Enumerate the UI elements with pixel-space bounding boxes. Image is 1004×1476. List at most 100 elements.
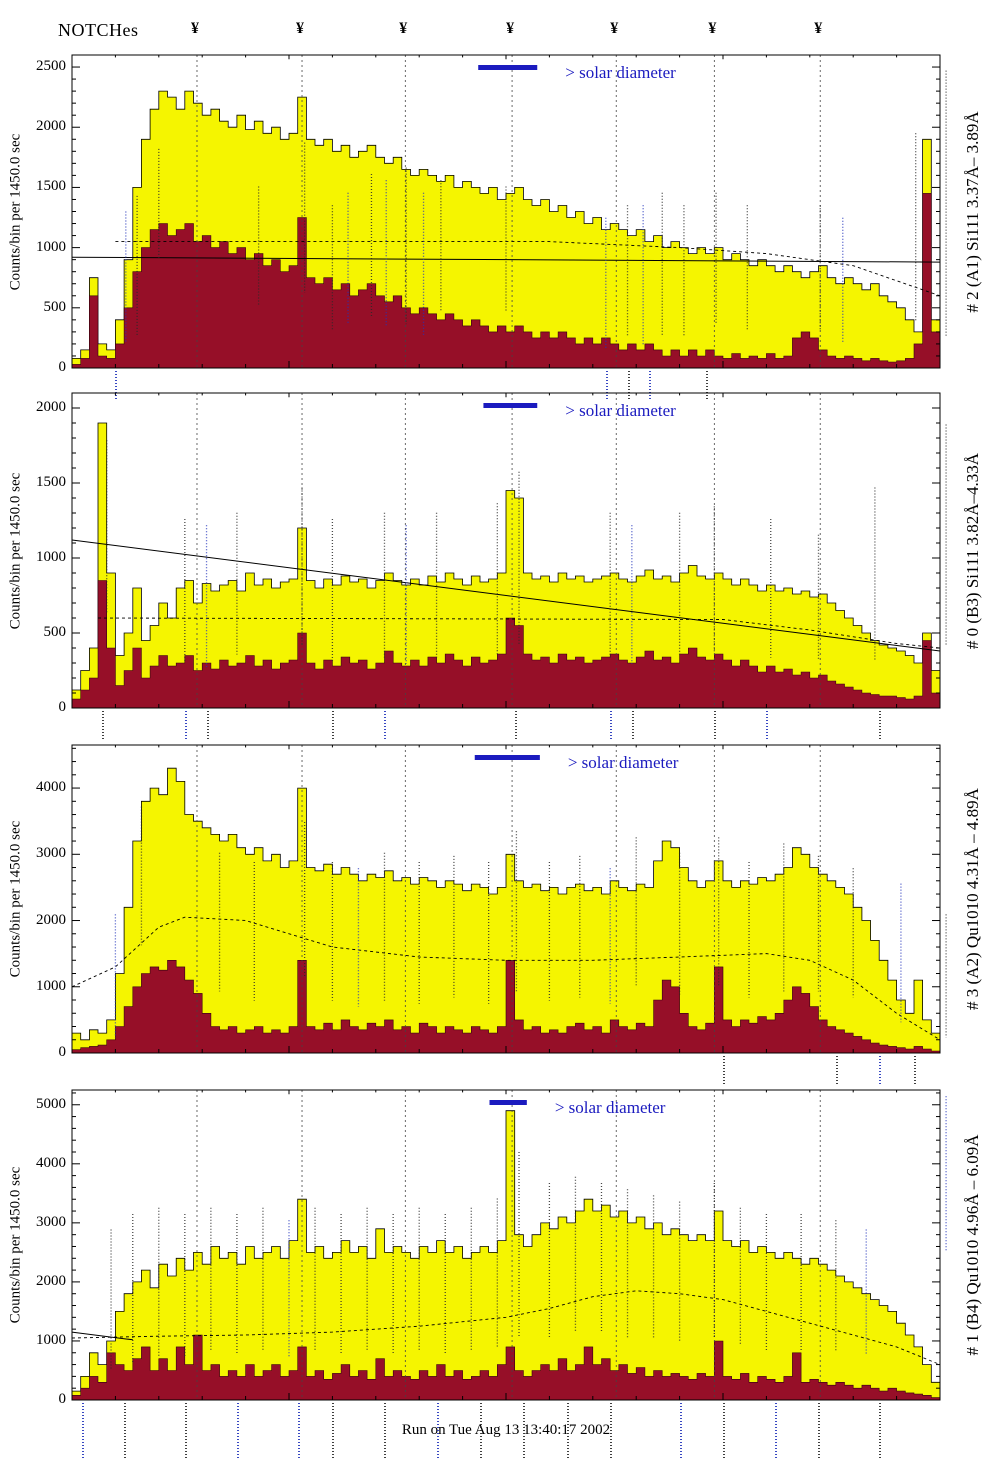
overlay-line-dashed [71,1290,941,1366]
annotation-scribble [514,711,517,739]
overlay-line-dashed [71,916,941,1041]
notches-title: NOTCHes [58,20,139,40]
annotation-scribble [766,711,769,739]
solar-diameter-bar [489,1100,527,1105]
y-tick-label: 500 [43,298,67,315]
annotation-scribble [605,371,608,399]
y-tick-label: 0 [58,1391,67,1407]
solar-diameter-label: > solar diameter [565,401,676,420]
annotation-scribble [124,1403,127,1458]
annotation-scribble [818,1403,821,1458]
panel-3-plot: > solar diameter [71,744,947,1054]
background-counts-outline [72,193,940,365]
background-counts-outline [72,1334,940,1398]
y-tick-label: 1500 [36,178,66,195]
annotation-scribble [115,371,118,399]
annotation-scribble [631,711,634,739]
notch-marker: ¥ [190,20,199,37]
annotation-scribble [566,1403,569,1458]
y-tick-label: 2000 [36,118,66,135]
y-tick-label: 1000 [36,1331,66,1348]
panel-right-label: # 2 (A1) Si111 3.37Å– 3.89Å [963,110,982,313]
y-axis-label: Counts/bin per 1450.0 sec [7,1166,24,1324]
y-axis-label: Counts/bin per 1450.0 sec [7,820,24,978]
notch-marker: ¥ [296,20,305,37]
y-tick-label: 2500 [36,58,66,75]
annotation-scribble [236,1403,239,1458]
y-tick-label: 3000 [36,845,66,862]
annotation-scribble [705,371,708,399]
notch-marker: ¥ [610,20,619,37]
y-tick-label: 3000 [36,1213,66,1230]
y-axis-label: Counts/bin per 1450.0 sec [7,472,24,629]
solar-diameter-label: > solar diameter [565,63,676,82]
y-tick-label: 1500 [36,474,66,490]
panel-1-plot: > solar diameter [71,54,947,369]
annotation-scribble [297,1403,300,1458]
y-tick-label: 1000 [36,549,66,565]
annotation-scribble [184,1403,187,1458]
panel-right-label: # 0 (B3) Si111 3.82Å–4.33Å [963,452,982,649]
annotation-scribble [82,1403,85,1458]
y-tick-label: 0 [58,1044,67,1060]
y-axis-label: Counts/bin per 1450.0 sec [7,133,24,290]
overlay-line-dashed [97,617,941,649]
annotation-scribble [610,711,613,739]
annotation-scribble [206,711,209,739]
solar-diameter-label: > solar diameter [568,753,679,772]
panel-4-plot: > solar diameter [71,1089,947,1401]
overlay-line-solid [71,256,941,263]
annotation-scribble [723,1403,725,1458]
notch-marker: ¥ [708,20,717,37]
annotation-scribble [627,371,630,399]
background-counts-outline [72,580,940,700]
background-counts-fill [72,193,940,368]
solar-diameter-bar [483,403,538,408]
solar-diameter-bar [474,755,540,760]
annotation-scribble [723,1056,725,1084]
annotation-scribble [610,1403,613,1458]
annotation-scribble [679,1403,682,1458]
annotation-scribble [775,1403,778,1458]
overlay-line-solid [71,539,941,652]
y-tick-label: 4000 [36,779,66,796]
annotation-scribble [479,1403,482,1458]
background-counts-outline [72,960,940,1052]
y-tick-label: 0 [58,699,67,715]
annotation-scribble [649,371,652,399]
solar-diameter-label: > solar diameter [555,1098,666,1117]
panel-2-plot: > solar diameter [71,392,947,709]
annotation-scribble [184,711,187,739]
overlay-line-solid [71,1331,133,1341]
panel-right-label: # 3 (A2) Qu1010 4.31Å – 4.89Å [963,788,982,1010]
annotation-scribble [879,1056,882,1084]
panel-right-label: # 1 (B4) Qu1010 4.96Å – 6.09Å [963,1134,982,1356]
annotation-scribble [714,711,717,739]
notch-marker: ¥ [399,20,408,37]
notch-marker: ¥ [814,20,823,37]
total-counts-fill [72,1110,940,1400]
y-tick-label: 2000 [36,911,66,928]
y-tick-label: 5000 [36,1095,66,1112]
annotation-scribble [879,1403,882,1458]
y-tick-label: 1000 [36,238,66,255]
solar-diameter-bar [478,65,538,70]
y-tick-label: 1000 [36,977,66,994]
y-tick-label: 500 [43,624,67,640]
run-timestamp: Run on Tue Aug 13 13:40:17 2002 [401,1422,611,1438]
annotation-scribble [835,1056,838,1084]
annotation-scribble [102,711,105,739]
annotation-scribble [879,711,882,739]
annotation-scribble [384,1403,387,1458]
total-counts-outline [72,422,940,691]
y-tick-label: 2000 [36,1272,66,1289]
total-counts-outline [72,1110,940,1392]
y-tick-label: 2000 [36,399,66,415]
y-tick-label: 4000 [36,1154,66,1171]
annotation-scribble [523,1403,526,1458]
annotation-scribble [384,711,387,739]
y-tick-label: 0 [58,359,67,375]
annotation-scribble [436,1403,439,1458]
annotation-scribble [913,1056,916,1084]
